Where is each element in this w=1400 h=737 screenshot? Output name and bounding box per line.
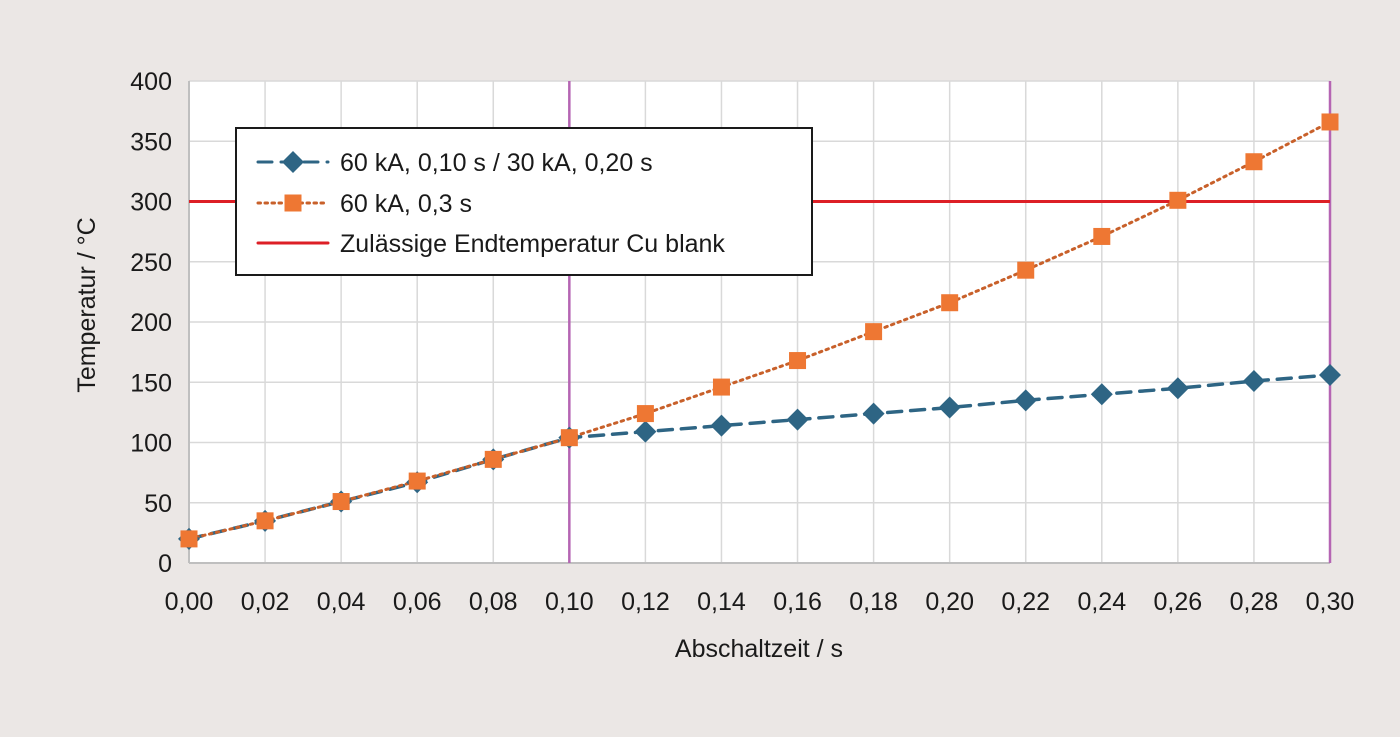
series-2-point (712, 378, 730, 396)
x-tick-label: 0,02 (241, 588, 290, 616)
series-1-point (1242, 370, 1265, 393)
x-tick-label: 0,16 (773, 588, 822, 616)
series-2-point (180, 530, 198, 548)
x-tick-label: 0,30 (1306, 588, 1355, 616)
series-2-point (408, 472, 426, 490)
x-axis-title: Abschaltzeit / s (675, 635, 843, 663)
x-tick-label: 0,22 (1001, 588, 1050, 616)
y-tick-label: 50 (144, 490, 172, 518)
y-tick-label: 100 (130, 430, 172, 458)
y-tick-label: 400 (130, 68, 172, 96)
series-1-point (786, 408, 809, 431)
series-2-point (1093, 227, 1111, 245)
series-1-point (938, 396, 961, 419)
series-1-point (1166, 377, 1189, 400)
legend-swatch-marker (282, 151, 304, 173)
x-tick-label: 0,24 (1077, 588, 1126, 616)
series-2-point (332, 493, 350, 511)
legend-swatch-marker (284, 194, 302, 212)
x-tick-label: 0,06 (393, 588, 442, 616)
series-2-point (256, 512, 274, 530)
tick-labels: 0,00 0,02 0,04 0,06 0,08 0,10 0,12 0,14 0,16 0,18… (130, 68, 1354, 616)
series-2-point (1245, 153, 1263, 171)
axes (188, 81, 1330, 564)
x-tick-label: 0,08 (469, 588, 518, 616)
series-2-point (941, 294, 959, 312)
series-1-point (634, 420, 657, 443)
x-tick-label: 0,00 (165, 588, 214, 616)
series-1-point (710, 414, 733, 437)
legend-box (235, 127, 813, 276)
x-tick-label: 0,28 (1230, 588, 1279, 616)
x-tick-label: 0,26 (1154, 588, 1203, 616)
series-2-point (560, 429, 578, 447)
y-tick-label: 250 (130, 249, 172, 277)
x-tick-label: 0,04 (317, 588, 366, 616)
y-tick-label: 200 (130, 309, 172, 337)
y-tick-label: 350 (130, 128, 172, 156)
series-2-point (865, 323, 883, 341)
series-line-2 (187, 120, 1332, 541)
series-1-point (1090, 383, 1113, 406)
y-tick-label: 150 (130, 369, 172, 397)
x-tick-label: 0,10 (545, 588, 594, 616)
series-2-point (1169, 191, 1187, 209)
x-tick-label: 0,14 (697, 588, 746, 616)
series-2-point (484, 450, 502, 468)
x-tick-label: 0,18 (849, 588, 898, 616)
legend-label: 60 kA, 0,3 s (340, 190, 472, 218)
x-tick-label: 0,12 (621, 588, 670, 616)
series-1-point (862, 402, 885, 425)
y-tick-label: 0 (158, 550, 172, 578)
series-2-point (1321, 113, 1339, 131)
y-tick-label: 300 (130, 189, 172, 217)
series-1-point (1319, 364, 1341, 387)
series-2-point (789, 352, 807, 370)
legend-label: 60 kA, 0,10 s / 30 kA, 0,20 s (340, 149, 653, 177)
series-2-point (1017, 261, 1035, 279)
series-2-point (636, 405, 654, 423)
x-tick-label: 0,20 (925, 588, 974, 616)
y-axis-title: Temperatur / °C (73, 217, 101, 392)
series-1-point (1014, 389, 1037, 412)
legend: 60 kA, 0,10 s / 30 kA, 0,20 s 60 kA, 0,3 … (235, 127, 813, 276)
legend-label: Zulässige Endtemperatur Cu blank (340, 230, 725, 258)
